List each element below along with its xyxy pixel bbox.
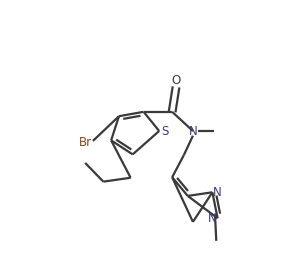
Text: N: N <box>208 212 217 225</box>
Text: S: S <box>161 124 169 138</box>
Text: Br: Br <box>79 136 92 149</box>
Text: N: N <box>213 186 222 199</box>
Text: O: O <box>171 74 181 87</box>
Text: N: N <box>189 124 197 138</box>
